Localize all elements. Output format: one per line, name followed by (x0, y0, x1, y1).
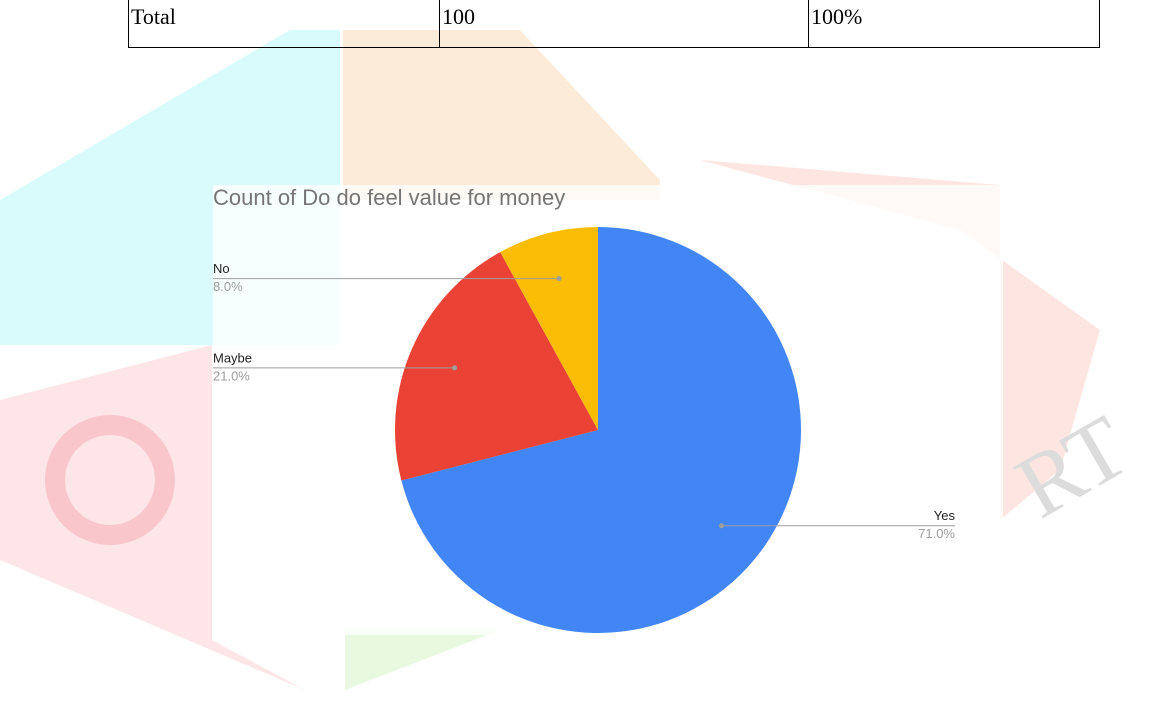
table-cell: Total (128, 0, 440, 48)
slice-value-label: 21.0% (213, 368, 250, 383)
slice-label: Maybe (213, 350, 252, 365)
slice-label: No (213, 261, 230, 276)
leader-dot (452, 365, 458, 371)
watermark-shape (345, 630, 500, 690)
watermark-shape (45, 415, 175, 545)
leader-dot (719, 523, 725, 529)
pie-slice (395, 252, 598, 481)
table-cell: 100% (808, 0, 1100, 48)
chart-title: Count of Do do feel value for money (213, 185, 565, 210)
slice-value-label: 8.0% (213, 279, 243, 294)
slice-value-label: 71.0% (918, 526, 955, 541)
pie-slice (500, 227, 598, 430)
slice-label: Yes (934, 508, 956, 523)
data-table: Total 100 100% (128, 0, 1100, 48)
leader-dot (556, 276, 562, 282)
table-row: Total 100 100% (128, 0, 1100, 48)
pie-slice (401, 227, 801, 633)
watermark-shape (343, 30, 660, 200)
table-cell: 100 (439, 0, 809, 48)
